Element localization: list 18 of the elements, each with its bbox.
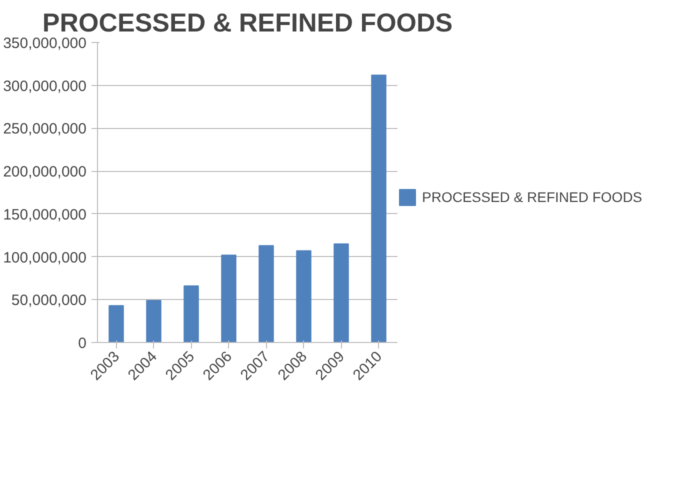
y-tick-label: 300,000,000 [3,78,87,95]
bar [334,243,349,342]
y-tick-label: 200,000,000 [3,164,87,181]
y-tick-label: 50,000,000 [11,292,87,310]
y-tick-label: 350,000,000 [3,35,87,52]
legend-label: PROCESSED & REFINED FOODS [422,189,642,205]
y-tick-label: 100,000,000 [3,249,87,266]
y-tick-label: 0 [78,335,86,352]
bar [296,250,312,342]
y-tick-label: 250,000,000 [3,120,87,138]
bar [108,305,124,342]
bar [371,74,386,342]
bar [258,245,274,342]
bar [221,254,236,342]
bar [184,285,199,342]
bar [146,300,162,342]
y-tick-label: 150,000,000 [3,206,87,224]
chart-title: PROCESSED & REFINED FOODS [42,8,453,38]
